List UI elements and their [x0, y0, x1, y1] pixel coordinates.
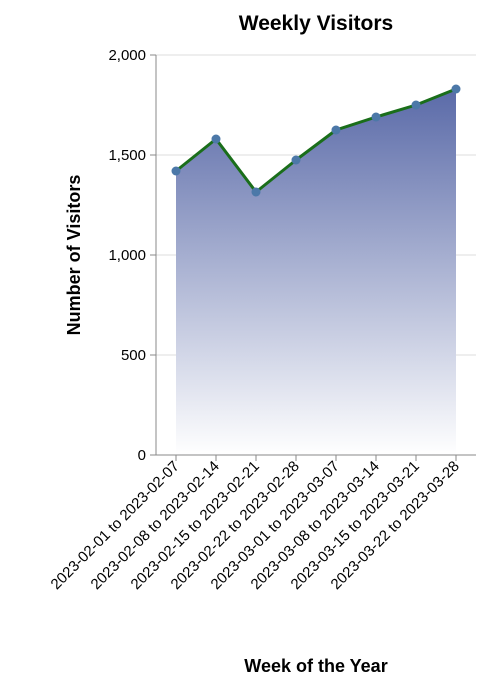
data-point[interactable] — [331, 125, 341, 135]
data-point[interactable] — [451, 84, 461, 94]
data-point[interactable] — [411, 100, 421, 110]
y-tick-label: 2,000 — [108, 47, 146, 64]
y-tick-label: 500 — [121, 347, 146, 364]
data-point[interactable] — [371, 112, 381, 122]
visitors-line — [175, 87, 457, 194]
data-point[interactable] — [251, 187, 261, 197]
y-axis-title: Number of Visitors — [64, 175, 84, 336]
axes — [150, 54, 476, 461]
x-axis-title: Week of the Year — [244, 656, 387, 676]
chart-title: Weekly Visitors — [239, 12, 393, 35]
y-tick-label: 1,500 — [108, 147, 146, 164]
data-point[interactable] — [211, 134, 221, 144]
y-tick-label: 0 — [138, 447, 146, 464]
line-layer — [175, 87, 457, 194]
y-tick-label: 1,000 — [108, 247, 146, 264]
data-point[interactable] — [171, 166, 181, 176]
points-layer — [171, 84, 461, 197]
data-point[interactable] — [291, 155, 301, 165]
y-tick-labels: 0 500 1,000 1,500 2,000 — [108, 47, 146, 464]
